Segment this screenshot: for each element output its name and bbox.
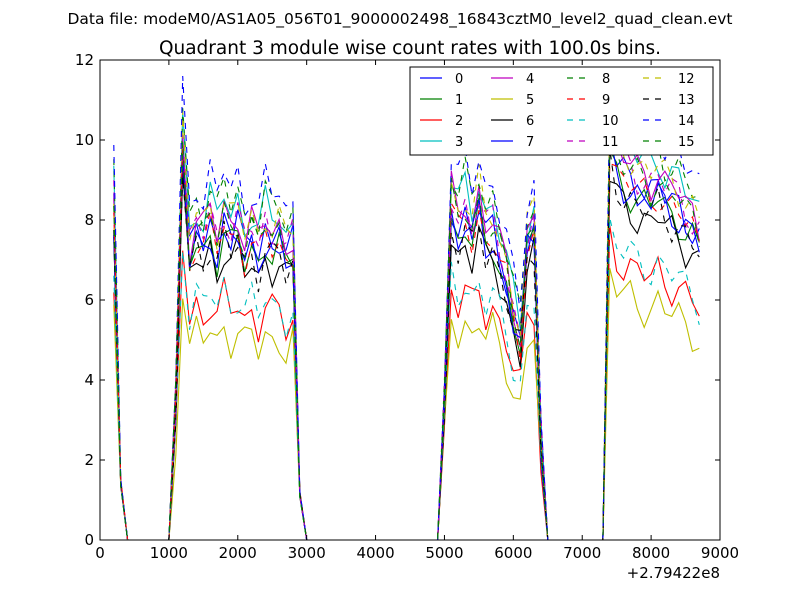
x-offset-label: +2.79422e8	[627, 564, 720, 582]
y-tick-label: 10	[75, 131, 94, 149]
x-tick-label: 4000	[356, 544, 394, 562]
figure-suptitle: Data file: modeM0/AS1A05_056T01_90000024…	[67, 10, 732, 29]
x-axis: 0 1000 2000 3000 4000 5000 6000 7000 8000 9000	[95, 60, 739, 562]
legend-label-7: 7	[526, 135, 534, 150]
legend-label-1: 1	[455, 93, 463, 108]
y-tick-label: 4	[84, 371, 94, 389]
y-tick-label: 0	[84, 531, 94, 549]
series-line-2	[113, 225, 700, 540]
legend-label-4: 4	[526, 72, 534, 87]
y-tick-label: 6	[84, 291, 94, 309]
series-line-5	[113, 268, 700, 540]
x-tick-label: 2000	[219, 544, 257, 562]
x-tick-label: 3000	[288, 544, 326, 562]
y-tick-label: 8	[84, 211, 94, 229]
series-line-9	[113, 144, 700, 540]
x-tick-label: 7000	[563, 544, 601, 562]
legend-label-10: 10	[602, 114, 619, 129]
legend-label-6: 6	[526, 114, 534, 129]
x-tick-label: 1000	[150, 544, 188, 562]
legend-label-0: 0	[455, 72, 463, 87]
legend-label-9: 9	[602, 93, 610, 108]
x-tick-label: 0	[95, 544, 105, 562]
legend-label-8: 8	[602, 72, 610, 87]
y-tick-label: 2	[84, 451, 94, 469]
series-line-12	[113, 108, 700, 540]
x-tick-label: 5000	[425, 544, 463, 562]
y-tick-label: 12	[75, 51, 94, 69]
legend-label-15: 15	[678, 135, 695, 150]
legend-label-11: 11	[602, 135, 619, 150]
legend-box	[409, 66, 714, 156]
legend-label-12: 12	[678, 72, 695, 87]
chart-title: Quadrant 3 module wise count rates with …	[159, 38, 661, 59]
series-line-11	[113, 136, 700, 540]
x-tick-label: 8000	[632, 544, 670, 562]
legend-label-13: 13	[678, 93, 695, 108]
series-line-10	[113, 217, 700, 540]
series-line-15	[113, 131, 700, 540]
legend-label-2: 2	[455, 114, 463, 129]
legend-label-5: 5	[526, 93, 534, 108]
x-tick-label: 9000	[701, 544, 739, 562]
legend-label-3: 3	[455, 135, 463, 150]
x-tick-label: 6000	[494, 544, 532, 562]
legend-label-14: 14	[678, 114, 695, 129]
